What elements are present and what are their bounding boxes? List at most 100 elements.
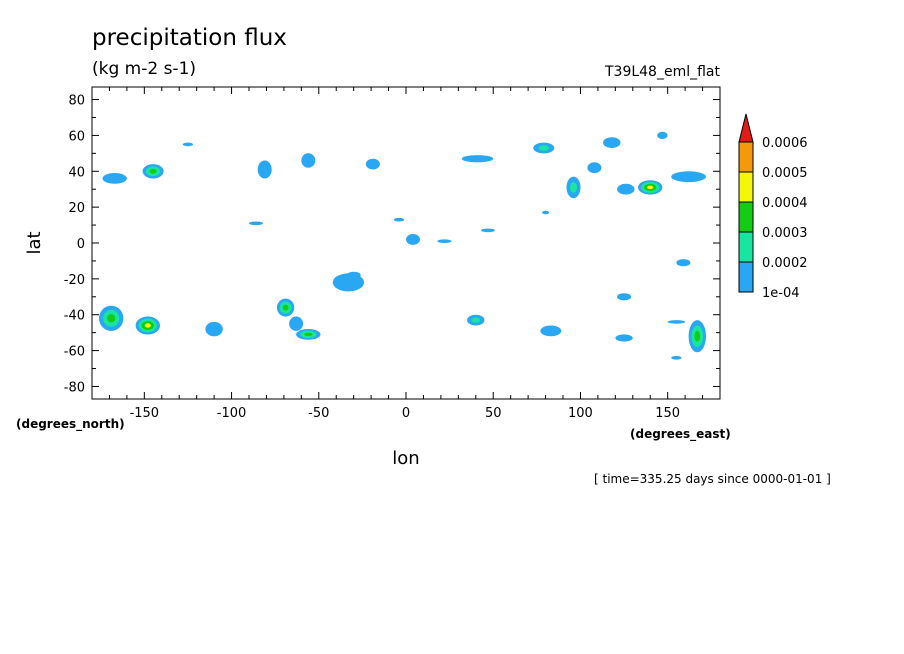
contour-level-1	[617, 293, 632, 301]
contour-level-1	[406, 234, 420, 245]
colorbar-label: 1e-04	[762, 286, 800, 301]
contour-level-1	[205, 321, 223, 337]
contour-level-4	[144, 323, 151, 328]
precip-cell	[406, 234, 420, 245]
time-note: [ time=335.25 days since 0000-01-01 ]	[594, 472, 831, 486]
colorbar-swatch	[738, 171, 754, 203]
contour-level-3	[694, 330, 701, 342]
chart-units: (kg m-2 s-1)	[92, 59, 196, 79]
precip-cell	[437, 239, 452, 243]
x-tick-label: 0	[402, 406, 410, 421]
contour-level-1	[671, 171, 706, 183]
precip-cell	[533, 142, 555, 154]
contour-level-1	[481, 228, 495, 233]
y-tick-label: 60	[68, 129, 85, 144]
precip-cell	[657, 131, 668, 139]
precip-cell	[461, 155, 494, 163]
colorbar-label: 0.0004	[762, 196, 808, 211]
precip-cell	[257, 160, 272, 179]
contour-level-1	[676, 259, 691, 267]
y-tick-label: -80	[64, 380, 85, 395]
colorbar-swatch	[738, 231, 754, 263]
precip-cell	[296, 329, 321, 340]
y-tick-label: 0	[77, 237, 85, 252]
precip-cell	[667, 320, 686, 324]
precip-cell	[615, 334, 633, 342]
contour-level-1	[667, 320, 686, 324]
colorbar-label: 0.0002	[762, 256, 808, 271]
x-tick-label: -50	[308, 406, 329, 421]
contour-level-3	[149, 168, 157, 174]
contour-level-1	[542, 210, 550, 215]
precip-cell	[301, 153, 316, 168]
contour-level-3	[107, 314, 116, 323]
colorbar-swatch	[738, 261, 754, 293]
contour-level-1	[301, 153, 316, 168]
colorbar-swatch	[738, 141, 754, 173]
colorbar-overflow-triangle	[738, 113, 754, 143]
colorbar-label: 0.0005	[762, 166, 808, 181]
precip-cell	[481, 228, 495, 233]
contour-level-1	[289, 316, 304, 331]
precip-cell	[289, 316, 304, 331]
precip-cell	[276, 298, 295, 317]
precip-cell	[365, 158, 380, 170]
precip-cell	[587, 162, 602, 174]
contour-level-3	[282, 304, 289, 311]
contour-level-2	[471, 317, 481, 323]
precip-contour-layer	[99, 131, 706, 360]
contour-level-1	[671, 356, 682, 360]
x-unit-label: (degrees_east)	[630, 427, 731, 442]
contour-level-1	[437, 239, 452, 243]
contour-level-1	[102, 173, 127, 184]
contour-level-1	[540, 325, 562, 337]
x-tick-label: -100	[217, 406, 247, 421]
x-tick-label: 50	[485, 406, 502, 421]
precip-cell	[205, 321, 223, 337]
colorbar-label: 0.0006	[762, 136, 808, 151]
precip-cell	[617, 293, 632, 301]
contour-level-1	[182, 142, 194, 147]
contour-level-1	[657, 131, 668, 139]
precip-cell	[688, 320, 706, 353]
precip-cell	[542, 210, 550, 215]
y-tick-label: -60	[64, 345, 85, 360]
y-tick-label: 80	[68, 94, 85, 109]
precip-cell	[346, 271, 361, 279]
axis-ticks: -150 -100 -50 0 50 100 150 80 60 40 20 0 -20 -40 -60 -8…	[64, 87, 720, 421]
precip-cell	[566, 176, 581, 199]
precip-cell	[638, 180, 663, 195]
plot-area: -150 -100 -50 0 50 100 150 80 60 40 20 0 -20 -40 -60 -8…	[64, 86, 721, 421]
precip-cell	[99, 305, 124, 331]
precip-cell	[102, 173, 127, 184]
contour-level-1	[587, 162, 602, 174]
experiment-label: T39L48_eml_flat	[604, 64, 721, 80]
precip-cell	[617, 183, 635, 195]
colorbar: 1e-04 0.0002 0.0003 0.0004 0.0005 0.0006	[738, 113, 808, 301]
y-tick-label: 20	[68, 201, 85, 216]
precip-cell	[182, 142, 194, 147]
precip-cell	[603, 137, 621, 149]
y-unit-label: (degrees_north)	[16, 417, 125, 432]
precip-cell	[671, 171, 706, 183]
precip-cell	[467, 314, 485, 326]
contour-level-3	[304, 332, 313, 337]
x-tick-label: 100	[568, 406, 593, 421]
x-axis-label: lon	[392, 448, 419, 469]
precip-cell	[540, 325, 562, 337]
x-tick-label: 150	[655, 406, 680, 421]
contour-level-1	[365, 158, 380, 170]
contour-level-4	[647, 185, 654, 190]
colorbar-swatch	[738, 201, 754, 233]
contour-level-1	[257, 160, 272, 179]
x-tick-label: -150	[130, 406, 160, 421]
precip-cell	[135, 316, 160, 335]
contour-level-1	[249, 221, 263, 226]
y-tick-label: -20	[64, 273, 85, 288]
y-axis-label: lat	[24, 231, 45, 254]
contour-level-1	[603, 137, 621, 149]
y-tick-label: 40	[68, 165, 85, 180]
contour-level-2	[570, 182, 577, 193]
